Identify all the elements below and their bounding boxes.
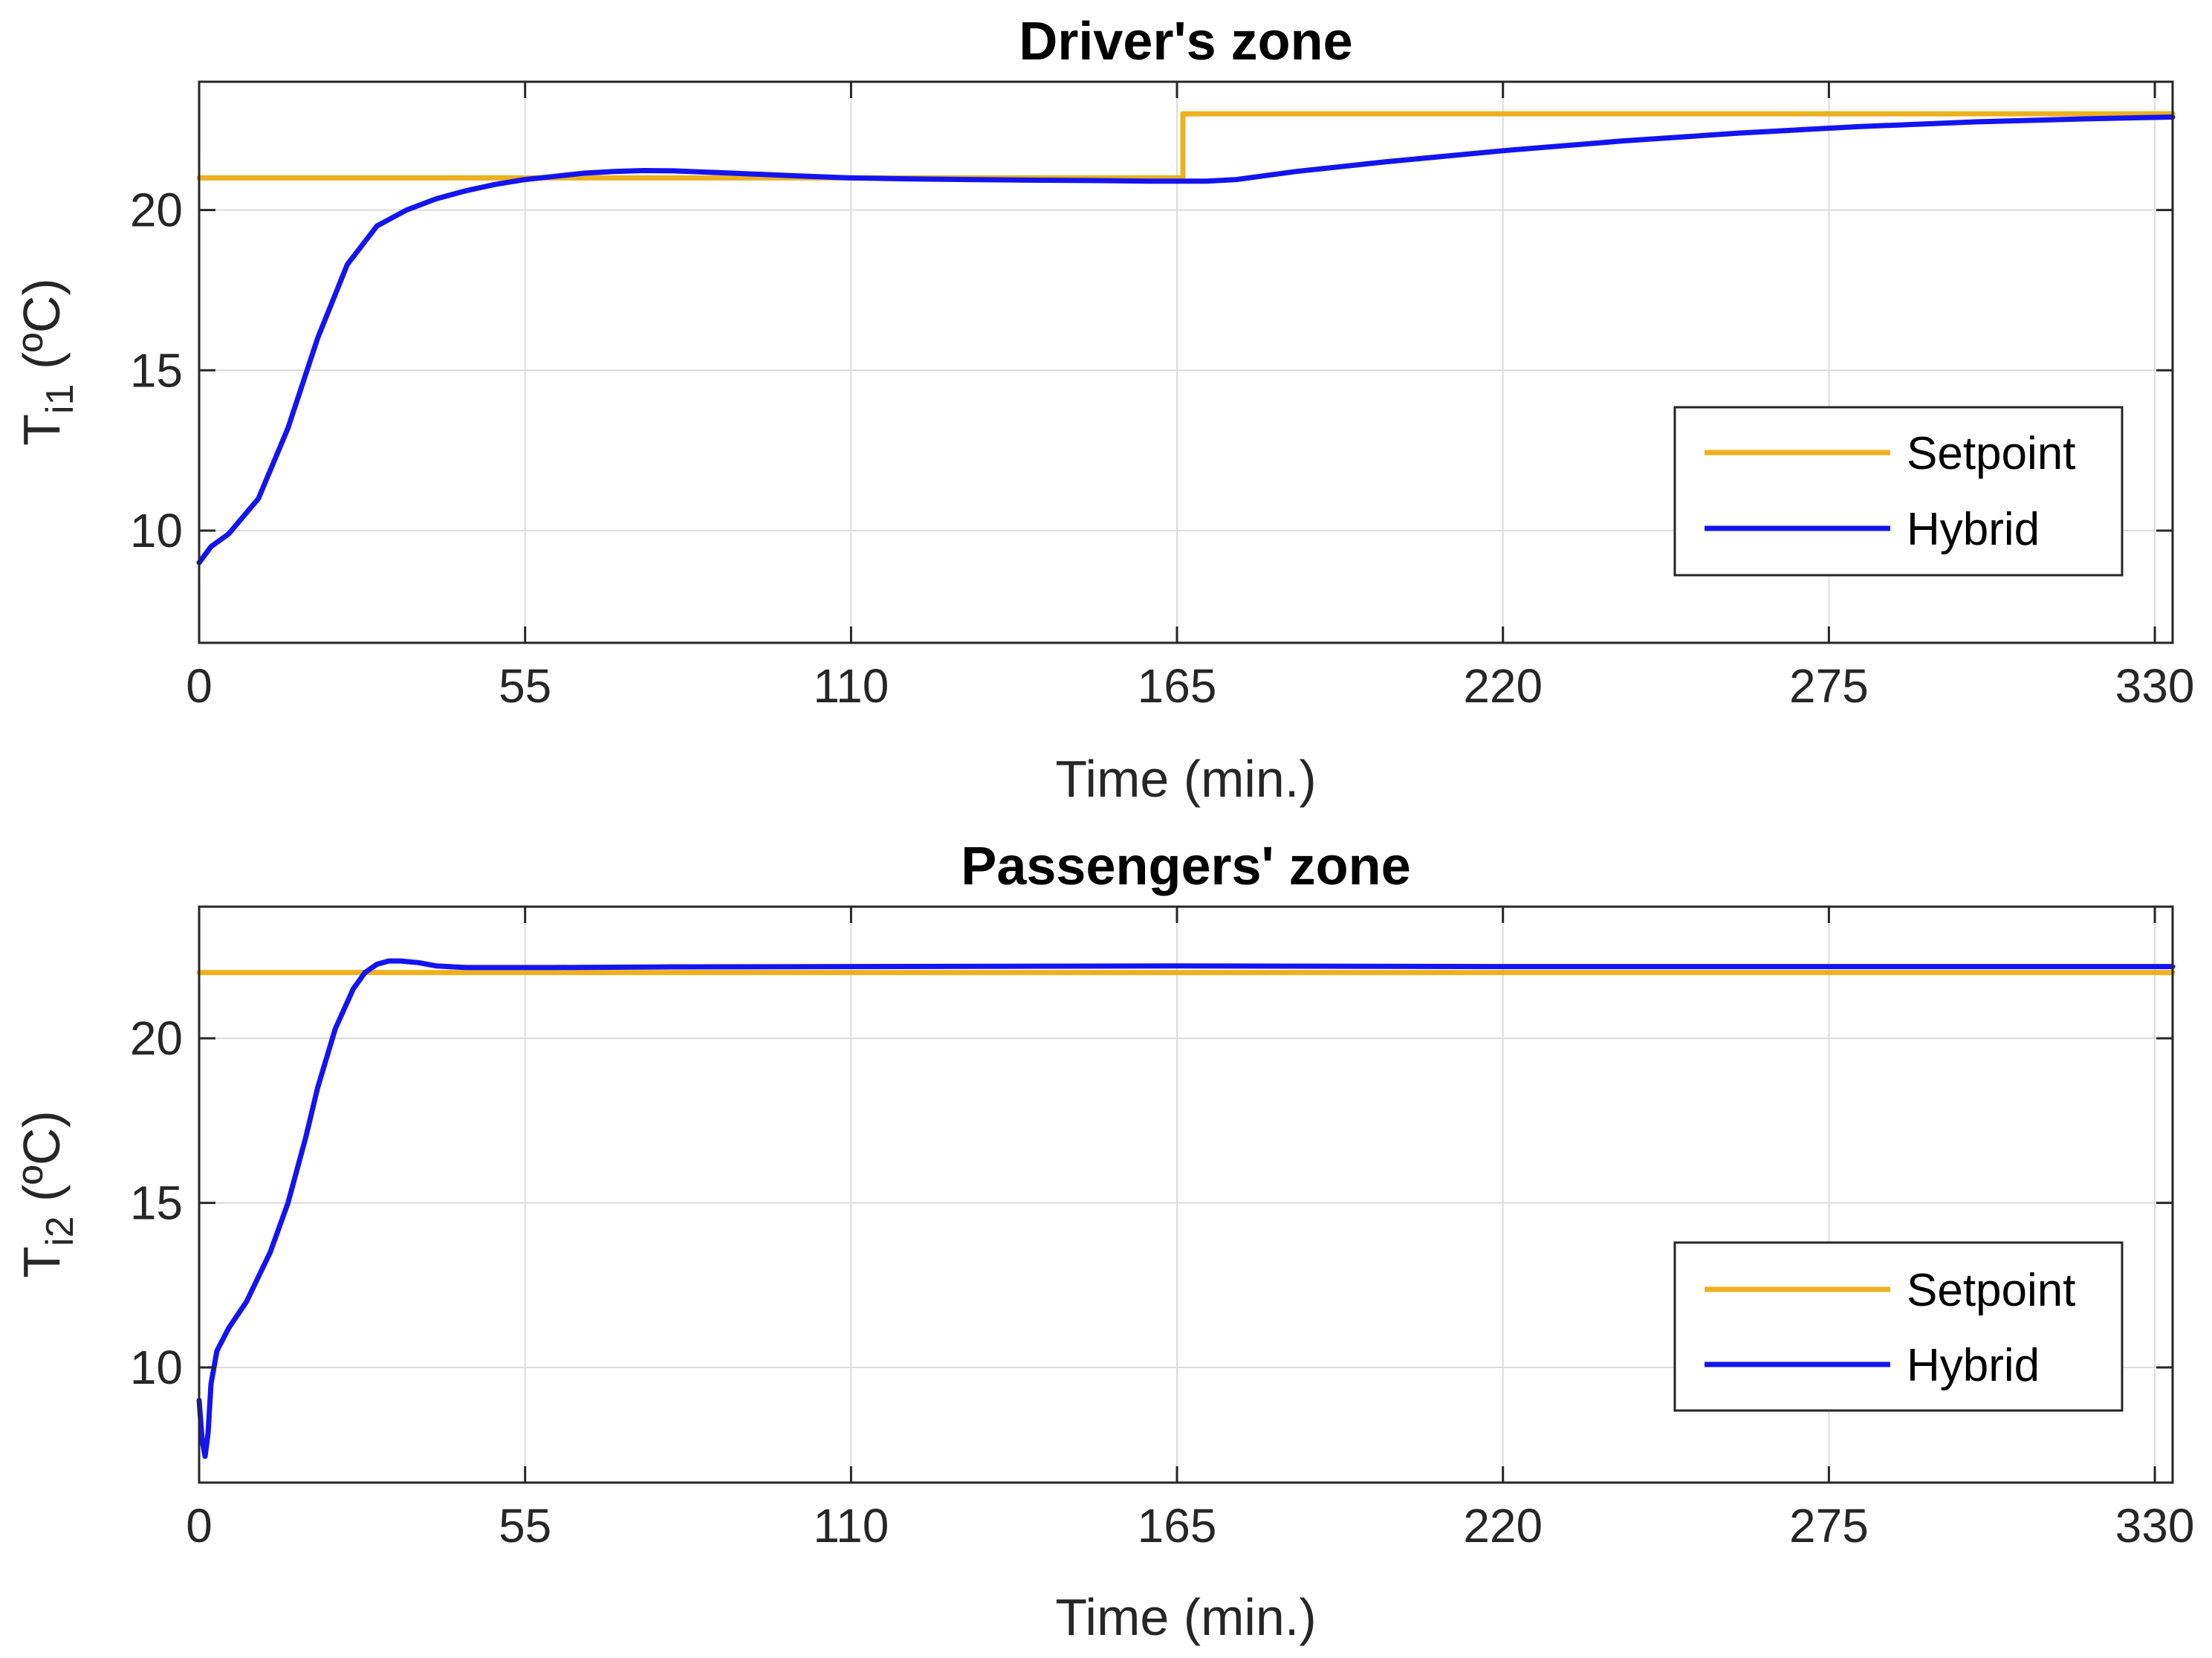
chart-title: Driver's zone [1019,12,1352,71]
drivers-zone-chart: Driver's zone 0 55 110 165 220 275 330 10 15 20 T… [13,12,2194,808]
x-tick-label: 0 [186,1499,213,1552]
x-tick-label: 110 [813,659,889,713]
legend-box [1673,406,2124,577]
y-label-main: T [13,414,71,446]
legend-box [1673,1241,2124,1412]
y-tick-label: 20 [130,1011,183,1065]
x-tick-label: 220 [1463,1499,1543,1552]
y-label-subscript: i2 [39,1216,82,1246]
y-label-subscript: i1 [39,383,82,413]
x-tick-label: 165 [1138,1499,1217,1552]
y-label-units: (ºC) [13,1110,71,1216]
series-line-hybrid [196,114,2176,566]
x-tick-label: 330 [2115,1499,2195,1552]
legend-label-hybrid: Hybrid [1907,504,2040,555]
grid [198,82,2173,643]
y-tick-label: 10 [130,1341,183,1394]
legend-label-hybrid: Hybrid [1907,1340,2040,1391]
legend-label-setpoint: Setpoint [1907,428,2076,479]
x-tick-label: 55 [499,659,551,713]
legend-label-setpoint: Setpoint [1907,1265,2076,1316]
y-label-units: (ºC) [13,278,71,383]
x-tick-label: 55 [499,1499,551,1552]
series [196,111,2176,566]
x-tick-label: 275 [1789,659,1869,713]
ticks: 0 55 110 165 220 275 330 10 15 20 [130,907,2195,1552]
series-line-hybrid [196,958,2176,1460]
y-tick-label: 15 [130,1176,183,1230]
x-axis-label: Time (min.) [1055,1588,1316,1646]
x-tick-label: 110 [813,1499,889,1552]
x-tick-label: 0 [186,659,213,713]
legend[interactable]: Setpoint Hybrid [1673,406,2124,577]
y-axis-label: Ti1 (ºC) [13,278,82,445]
series [196,958,2176,1460]
y-axis-label: Ti2 (ºC) [13,1110,82,1277]
x-tick-label: 165 [1138,659,1217,713]
x-axis-label: Time (min.) [1055,750,1316,808]
x-tick-label: 220 [1463,659,1543,713]
ticks: 0 55 110 165 220 275 330 10 15 20 [130,82,2195,713]
x-tick-label: 330 [2115,659,2195,713]
series-line-setpoint [196,111,2176,181]
axes-box [198,80,2174,644]
passengers-zone-chart: Passengers' zone 0 55 110 165 220 275 330 10 15 2… [13,837,2194,1646]
x-tick-label: 275 [1789,1499,1869,1552]
y-tick-label: 10 [130,504,183,557]
y-tick-label: 15 [130,343,183,397]
y-tick-label: 20 [130,184,183,237]
legend[interactable]: Setpoint Hybrid [1673,1241,2124,1412]
axes-box [198,905,2174,1484]
chart-title: Passengers' zone [961,837,1410,896]
y-label-main: T [13,1246,71,1278]
